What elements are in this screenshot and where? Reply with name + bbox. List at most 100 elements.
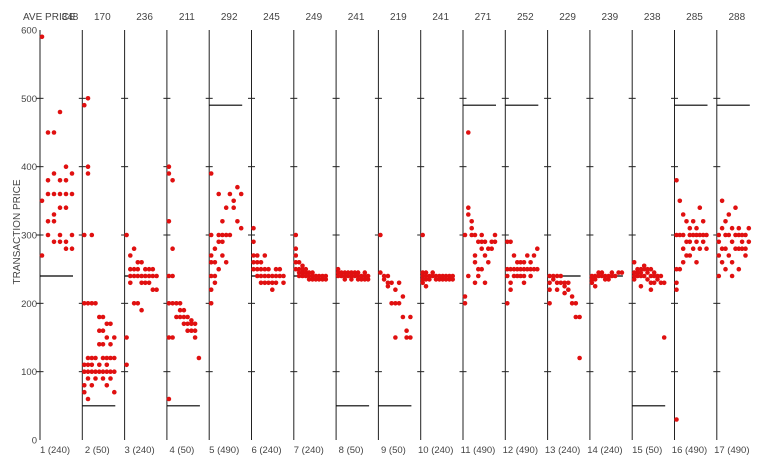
data-point xyxy=(648,287,654,293)
data-point xyxy=(400,314,406,320)
data-point xyxy=(189,328,194,334)
data-point xyxy=(303,266,309,272)
data-point xyxy=(704,246,709,251)
data-point xyxy=(427,273,432,279)
data-point xyxy=(69,191,75,197)
data-point xyxy=(635,266,640,272)
data-point xyxy=(254,253,260,258)
data-point xyxy=(82,362,87,368)
data-point xyxy=(589,273,595,279)
panel-label: 13 (240) xyxy=(545,445,580,456)
panel: 288 17 (490) xyxy=(713,12,752,456)
data-point xyxy=(166,301,172,306)
data-point xyxy=(645,270,650,275)
data-point xyxy=(599,273,605,279)
data-point xyxy=(687,225,693,231)
data-point xyxy=(385,280,391,286)
data-point xyxy=(51,171,57,176)
data-point xyxy=(45,130,51,135)
data-point xyxy=(378,270,383,275)
data-point xyxy=(508,280,513,286)
data-point xyxy=(393,287,398,293)
data-point xyxy=(166,164,172,169)
data-point xyxy=(739,246,745,251)
data-point xyxy=(150,273,156,279)
data-point xyxy=(258,280,264,286)
data-point xyxy=(566,280,571,286)
data-point xyxy=(352,273,358,279)
panel: 252 12 (490) xyxy=(501,12,540,456)
data-point xyxy=(82,369,87,375)
panels: 348 1 (240) 170 2 (50) 236 3 (240) 211 4 (50) 29… xyxy=(36,12,752,456)
data-point xyxy=(320,273,325,279)
data-point xyxy=(82,389,87,395)
data-point xyxy=(112,369,117,375)
data-point xyxy=(51,191,57,197)
data-point xyxy=(316,273,322,279)
ave-price-value: 288 xyxy=(728,12,745,23)
data-point xyxy=(82,383,87,388)
data-point xyxy=(316,277,322,282)
data-point xyxy=(342,270,348,275)
data-point xyxy=(739,232,745,238)
data-point xyxy=(355,277,361,282)
data-point xyxy=(479,246,485,251)
data-point xyxy=(381,277,387,282)
data-point xyxy=(716,253,722,258)
data-point xyxy=(408,335,413,340)
data-point xyxy=(547,273,552,279)
data-point xyxy=(235,219,240,224)
data-point xyxy=(508,239,513,245)
data-point xyxy=(562,280,567,286)
panel-label: 4 (50) xyxy=(169,445,194,456)
data-point xyxy=(566,287,571,293)
data-point xyxy=(238,191,244,197)
data-point xyxy=(57,239,63,245)
data-point xyxy=(592,273,598,279)
panel: 249 7 (240) xyxy=(290,12,329,456)
data-point xyxy=(680,260,686,265)
ave-price-value: 285 xyxy=(686,12,703,23)
data-point xyxy=(303,270,309,275)
data-point xyxy=(648,280,654,286)
data-point xyxy=(602,277,608,282)
data-point xyxy=(635,273,640,279)
data-point xyxy=(743,253,748,258)
data-point xyxy=(100,314,106,320)
data-point xyxy=(641,263,647,269)
data-point xyxy=(674,287,679,293)
data-point xyxy=(430,273,436,279)
panel: 229 13 (240) xyxy=(544,12,582,456)
data-point xyxy=(723,219,728,224)
data-point xyxy=(437,273,442,279)
data-point xyxy=(518,260,523,265)
data-point xyxy=(589,277,595,282)
ave-price-value: 236 xyxy=(136,12,153,23)
data-point xyxy=(69,246,75,251)
data-point xyxy=(746,239,752,245)
data-point xyxy=(700,239,706,245)
data-point xyxy=(89,355,95,361)
data-point xyxy=(51,239,57,245)
data-point xyxy=(45,219,51,224)
data-point xyxy=(729,239,735,245)
data-point xyxy=(63,246,69,251)
data-point xyxy=(310,273,315,279)
data-point xyxy=(104,369,110,375)
data-point xyxy=(63,164,69,169)
data-point xyxy=(569,294,575,299)
data-point xyxy=(437,277,442,282)
data-point xyxy=(469,225,475,231)
data-point xyxy=(108,369,113,375)
data-point xyxy=(423,284,429,289)
panel: 170 2 (50) xyxy=(78,12,117,456)
data-point xyxy=(592,277,598,282)
data-point xyxy=(300,266,305,272)
data-point xyxy=(515,273,520,279)
data-point xyxy=(729,225,735,231)
panel: 239 14 (240) xyxy=(586,12,625,456)
data-point xyxy=(93,369,98,375)
data-point xyxy=(482,253,488,258)
data-point xyxy=(262,253,268,258)
data-point xyxy=(270,280,275,286)
